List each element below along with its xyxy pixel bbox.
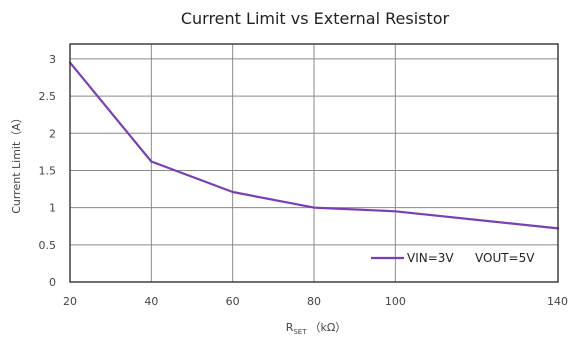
- x-tick-labels: 20 40 60 80 100 140: [63, 295, 568, 308]
- x-axis-label-subscript: SET: [293, 328, 307, 336]
- y-tick-label: 1.5: [39, 164, 57, 177]
- y-tick-label: 0: [49, 276, 56, 289]
- chart-title: Current Limit vs External Resistor: [181, 9, 450, 28]
- legend: VIN=3V VOUT=5V: [371, 251, 535, 265]
- y-axis-label: Current Limit（A）: [10, 112, 23, 214]
- series-layer: [68, 61, 560, 230]
- x-tick-label: 140: [547, 295, 568, 308]
- x-tick-label: 80: [307, 295, 321, 308]
- y-tick-labels: 0 0.5 1 1.5 2 2.5 3: [39, 53, 57, 289]
- x-axis-label: RSET （kΩ）: [286, 321, 347, 336]
- y-tick-label: 2.5: [39, 90, 57, 103]
- legend-entry-vout: VOUT=5V: [475, 251, 535, 265]
- x-tick-label: 40: [144, 295, 158, 308]
- series-line: [68, 61, 560, 230]
- x-axis-label-main: R: [286, 321, 294, 334]
- x-axis-label-unit: （kΩ）: [310, 321, 347, 334]
- y-tick-label: 2: [49, 127, 56, 140]
- legend-entry-vin: VIN=3V: [407, 251, 454, 265]
- y-tick-label: 3: [49, 53, 56, 66]
- x-tick-label: 100: [385, 295, 406, 308]
- plot-frame: [69, 43, 559, 283]
- y-tick-label: 0.5: [39, 239, 57, 252]
- y-tick-label: 1: [49, 202, 56, 215]
- x-tick-label: 60: [226, 295, 240, 308]
- x-tick-label: 20: [63, 295, 77, 308]
- grid-layer: [69, 44, 559, 283]
